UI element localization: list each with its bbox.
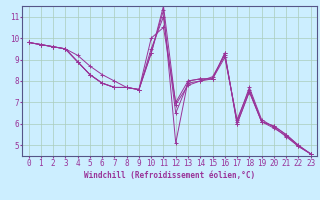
- X-axis label: Windchill (Refroidissement éolien,°C): Windchill (Refroidissement éolien,°C): [84, 171, 255, 180]
